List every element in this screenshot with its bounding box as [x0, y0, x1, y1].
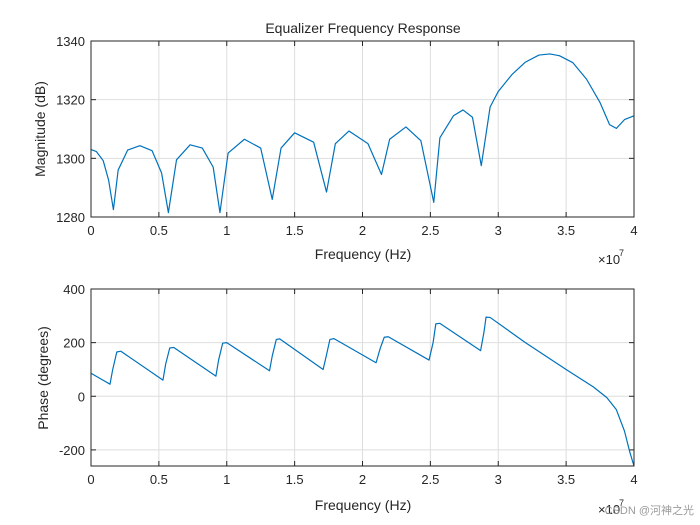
- magnitude-x-tick-label: 0: [87, 223, 94, 238]
- magnitude-x-tick-label: 2: [359, 223, 366, 238]
- phase-series-line: [90, 316, 635, 467]
- phase-x-tick-label: 2.5: [421, 472, 439, 487]
- phase-x-tick-label: 4: [630, 472, 637, 487]
- phase-x-exponent: ×10 7: [598, 498, 624, 517]
- phase-x-exponent-base: ×10: [598, 502, 620, 517]
- magnitude-x-tick-label: 3.5: [557, 223, 575, 238]
- magnitude-x-tick-label: 2.5: [421, 223, 439, 238]
- phase-x-exponent-power: 7: [619, 498, 624, 508]
- magnitude-x-exponent-base: ×10: [598, 252, 620, 267]
- magnitude-x-exponent: ×10 7: [598, 248, 624, 267]
- phase-axes-frame: [90, 288, 635, 467]
- phase-x-tick-label: 0.5: [150, 472, 168, 487]
- phase-x-tick-label: 1.5: [286, 472, 304, 487]
- phase-x-tick-label: 1: [223, 472, 230, 487]
- watermark: CSDN @河神之光: [605, 503, 694, 517]
- magnitude-y-tick-label: 1300: [56, 151, 85, 166]
- phase-x-axis-label: Frequency (Hz): [315, 497, 411, 513]
- chart-title: Equalizer Frequency Response: [265, 20, 461, 36]
- magnitude-x-tick-label: 3: [495, 223, 502, 238]
- phase-x-tick-label: 2: [359, 472, 366, 487]
- magnitude-y-tick-label: 1340: [56, 34, 85, 49]
- phase-y-tick-label: 200: [63, 336, 85, 351]
- phase-y-tick-label: 0: [78, 389, 85, 404]
- magnitude-x-axis-label: Frequency (Hz): [315, 246, 411, 262]
- magnitude-x-tick-label: 0.5: [150, 223, 168, 238]
- phase-x-tick-label: 3.5: [557, 472, 575, 487]
- phase-y-tick-label: -200: [59, 443, 85, 458]
- magnitude-y-tick-label: 1320: [56, 93, 85, 108]
- magnitude-x-tick-label: 1: [223, 223, 230, 238]
- magnitude-y-axis-label: Magnitude (dB): [32, 81, 48, 177]
- magnitude-axes-frame: [90, 40, 635, 218]
- magnitude-series-line: [90, 53, 635, 214]
- phase-x-tick-label: 3: [495, 472, 502, 487]
- magnitude-x-exponent-power: 7: [619, 248, 624, 258]
- phase-x-tick-label: 0: [87, 472, 94, 487]
- magnitude-y-tick-label: 1280: [56, 210, 85, 225]
- magnitude-x-tick-label: 4: [630, 223, 637, 238]
- magnitude-axes: 0 0.5 1 1.5 2 2.5 3 3.5 4 1280 1300 1320 1340: [56, 34, 638, 238]
- phase-y-axis-label: Phase (degrees): [35, 326, 51, 430]
- magnitude-x-tick-label: 1.5: [286, 223, 304, 238]
- phase-y-tick-label: 400: [63, 282, 85, 297]
